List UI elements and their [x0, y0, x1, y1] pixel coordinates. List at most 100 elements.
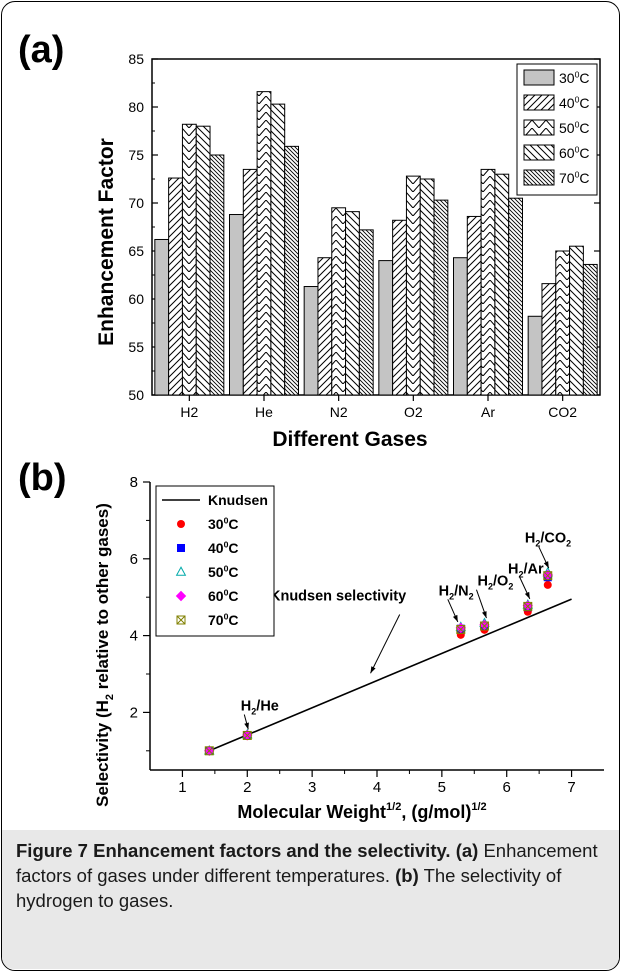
legend-box — [155, 485, 275, 637]
x-tick-label: 2 — [243, 779, 251, 796]
x-tick-label: 5 — [438, 779, 446, 796]
bar — [270, 103, 286, 396]
data-point — [176, 615, 186, 625]
bar — [229, 214, 244, 396]
x-tick-label: He — [255, 404, 273, 420]
data-point-box — [479, 621, 489, 631]
legend-label: 400C — [559, 94, 590, 111]
chart-b: (b) Selectivity (H2 relative to other ga… — [18, 457, 604, 822]
chart-a-legend: 300C 400C 500C 600C 700C — [516, 63, 598, 196]
y-tick-label: 65 — [128, 243, 144, 259]
bar — [433, 199, 449, 396]
annotation-arrowhead — [370, 666, 376, 674]
data-point-box — [456, 624, 466, 634]
data-point — [242, 730, 252, 740]
bar — [508, 197, 524, 396]
bar — [181, 123, 197, 396]
legend-swatch — [523, 144, 555, 161]
chart-a-xlabel: Different Gases — [272, 428, 427, 450]
pair-label: H2/N2 — [439, 583, 474, 601]
y-tick-label: 2 — [130, 704, 138, 721]
bar — [541, 283, 557, 396]
legend-swatch — [523, 169, 555, 186]
data-point-cross — [204, 746, 214, 756]
bar — [555, 250, 571, 396]
y-tick-label: 50 — [128, 387, 144, 403]
data-point-box — [543, 571, 553, 581]
legend-label: 500C — [559, 119, 590, 136]
bar — [392, 219, 407, 396]
data-point-cross — [480, 621, 489, 631]
bar — [154, 238, 170, 396]
legend-label: 600C — [559, 144, 590, 161]
data-point-cross — [543, 571, 553, 581]
data-point — [456, 630, 465, 639]
pair-label: H2/He — [241, 698, 279, 716]
pair-arrowhead — [543, 561, 549, 569]
legend-swatch — [523, 69, 555, 86]
bar — [358, 229, 374, 396]
y-tick-label: 85 — [128, 51, 144, 67]
bar — [453, 257, 468, 396]
data-point-box — [176, 615, 186, 625]
x-tick-label: 6 — [503, 779, 511, 796]
legend-label: 700C — [208, 611, 239, 628]
bar — [569, 245, 584, 396]
y-tick-label: 6 — [130, 551, 138, 568]
legend-label: 500C — [208, 563, 239, 580]
x-tick-label: 1 — [178, 779, 186, 796]
pair-arrowhead — [452, 614, 458, 622]
data-point — [177, 544, 185, 552]
data-point-box — [242, 730, 252, 740]
caption-b-label: (b) — [395, 865, 419, 886]
pair-arrowhead — [524, 591, 530, 599]
data-point — [543, 571, 553, 581]
x-tick-label: 3 — [308, 779, 316, 796]
pair-label: H2/O2 — [478, 574, 514, 592]
bar — [317, 257, 333, 396]
chart-a: (a) Enhancement Factor Different Gases 5… — [18, 29, 601, 450]
bar — [168, 177, 183, 396]
bar — [494, 173, 510, 396]
bar — [284, 145, 300, 396]
data-point — [523, 601, 533, 611]
panel-b-label: (b) — [18, 457, 67, 499]
y-tick-label: 80 — [128, 99, 144, 115]
x-tick-label: 7 — [567, 779, 575, 796]
chart-b-ylabel: Selectivity (H2 relative to other gases) — [93, 503, 116, 807]
chart-b-plot: 1 2 3 4 5 6 7 2 4 6 8 Knudsen selectivity H2/He H2/N2… — [130, 474, 604, 796]
bar — [195, 125, 211, 396]
bar — [303, 286, 319, 396]
figure-caption: Figure 7 Enhancement factors and the sel… — [16, 838, 612, 913]
bar — [527, 315, 543, 396]
legend-label: Knudsen — [208, 492, 268, 508]
caption-b-text: The selectivity of hydrogen to gases. — [16, 865, 562, 911]
pair-label: H2/CO2 — [525, 531, 571, 549]
pair-arrowhead — [244, 722, 249, 730]
chart-b-xlabel: Molecular Weight1/2, (g/mol)1/2 — [237, 801, 486, 822]
x-tick-label: 4 — [373, 779, 381, 796]
bar — [242, 168, 258, 396]
bar — [209, 154, 225, 396]
x-tick-label: Ar — [481, 404, 495, 420]
data-point — [204, 746, 214, 756]
y-tick-label: 60 — [128, 291, 144, 307]
pair-arrowhead — [482, 611, 487, 619]
chart-a-ylabel: Enhancement Factor — [95, 138, 118, 346]
bar — [405, 175, 421, 396]
data-point-cross — [456, 625, 466, 634]
pair-label: H2/Ar — [508, 561, 544, 579]
bar — [256, 91, 272, 396]
x-tick-label: N2 — [330, 404, 348, 420]
x-tick-label: CO2 — [548, 404, 577, 420]
y-tick-label: 70 — [128, 195, 144, 211]
x-tick-label: O2 — [404, 404, 423, 420]
y-tick-label: 75 — [128, 147, 144, 163]
data-point — [543, 580, 552, 589]
legend-label: 400C — [208, 539, 239, 556]
data-point-cross — [242, 731, 252, 740]
data-point — [175, 566, 187, 576]
panel-a-label: (a) — [18, 29, 64, 71]
knudsen-annotation: Knudsen selectivity — [270, 588, 406, 604]
